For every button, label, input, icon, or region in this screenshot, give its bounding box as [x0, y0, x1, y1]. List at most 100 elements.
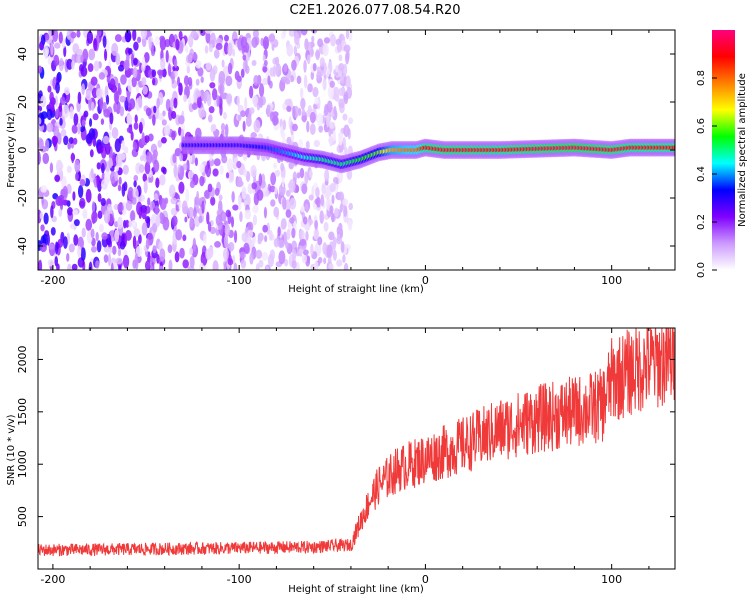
- heatmap-noise-cell: [162, 167, 167, 175]
- heatmap-noise-cell: [218, 194, 223, 201]
- heatmap-noise-cell: [131, 219, 137, 228]
- heatmap-noise-cell: [288, 160, 294, 170]
- heatmap-noise-cell: [204, 30, 212, 34]
- heatmap-noise-cell: [209, 68, 216, 82]
- heatmap-noise-cell: [263, 206, 268, 219]
- heatmap-noise-cell: [328, 231, 335, 241]
- heatmap-noise-cell: [66, 207, 73, 216]
- heatmap-noise-cell: [209, 32, 216, 47]
- heatmap-noise-cell: [82, 48, 89, 62]
- heatmap-noise-cell: [128, 98, 136, 110]
- heatmap-noise-cell: [99, 96, 104, 110]
- heatmap-noise-cell: [185, 45, 189, 53]
- heatmap-noise-cell: [267, 75, 271, 86]
- heatmap-noise-cell: [320, 194, 325, 207]
- heatmap-noise-cell: [151, 69, 157, 78]
- heatmap-noise-cell: [133, 57, 138, 66]
- heatmap-noise-cell: [316, 112, 324, 127]
- heatmap-noise-cell: [117, 184, 122, 192]
- heatmap-noise-cell: [307, 83, 313, 93]
- heatmap-noise-cell: [128, 48, 133, 55]
- heatmap-noise-cell: [110, 262, 114, 270]
- heatmap-noise-cell: [137, 95, 143, 108]
- heatmap-noise-cell: [131, 196, 137, 205]
- heatmap-noise-cell: [345, 30, 350, 40]
- heatmap-noise-cell: [160, 57, 166, 70]
- heatmap-noise-cell: [112, 245, 117, 255]
- heatmap-noise-cell: [67, 142, 72, 150]
- heatmap-noise-cell: [123, 181, 128, 192]
- heatmap-noise-cell: [224, 34, 229, 42]
- heatmap-noise-cell: [69, 106, 74, 119]
- heatmap-noise-cell: [342, 254, 346, 263]
- heatmap-noise-cell: [113, 90, 119, 104]
- heatmap-noise-cell: [38, 65, 43, 74]
- heatmap-noise-cell: [328, 263, 334, 270]
- heatmap-noise-cell: [255, 249, 263, 259]
- heatmap-noise-cell: [115, 164, 119, 172]
- heatmap-noise-cell: [90, 246, 97, 253]
- heatmap-noise-cell: [347, 219, 353, 231]
- heatmap-noise-cell: [289, 197, 297, 210]
- heatmap-noise-cell: [340, 241, 345, 253]
- heatmap-noise-cell: [332, 238, 337, 251]
- heatmap-noise-cell: [137, 36, 142, 43]
- heatmap-noise-cell: [153, 105, 157, 114]
- heatmap-noise-cell: [266, 104, 271, 118]
- heatmap-noise-cell: [195, 90, 202, 98]
- heatmap-noise-cell: [40, 185, 48, 193]
- heatmap-noise-cell: [338, 87, 346, 97]
- heatmap-noise-cell: [124, 30, 132, 43]
- heatmap-noise-cell: [298, 248, 303, 255]
- heatmap-noise-cell: [167, 63, 172, 77]
- heatmap-noise-cell: [121, 233, 125, 247]
- heatmap-noise-cell: [173, 97, 178, 109]
- heatmap-noise-cell: [46, 108, 53, 121]
- heatmap-noise-cell: [170, 97, 174, 111]
- heatmap-noise-cell: [134, 114, 138, 123]
- snr-x-tick-label: 100: [601, 573, 622, 586]
- heatmap-noise-cell: [80, 54, 84, 64]
- heatmap-noise-cell: [281, 176, 285, 188]
- heatmap-noise-cell: [251, 60, 257, 67]
- heatmap-noise-cell: [172, 153, 177, 164]
- heatmap-noise-cell: [273, 206, 280, 218]
- heatmap-noise-cell: [39, 211, 44, 220]
- heatmap-noise-cell: [212, 168, 219, 177]
- heatmap-noise-cell: [73, 234, 79, 246]
- heatmap-noise-cell: [198, 215, 203, 224]
- heatmap-noise-cell: [338, 62, 345, 72]
- heatmap-noise-cell: [127, 186, 134, 201]
- heatmap-noise-cell: [160, 137, 167, 144]
- heatmap-noise-cell: [329, 80, 335, 88]
- heatmap-noise-cell: [159, 248, 166, 262]
- snr-y-tick-label: 1500: [16, 398, 29, 426]
- heatmap-noise-cell: [209, 82, 216, 89]
- heatmap-noise-cell: [85, 218, 93, 231]
- heatmap-noise-cell: [55, 81, 60, 94]
- heatmap-noise-cell: [189, 180, 195, 189]
- heatmap-noise-cell: [291, 227, 296, 239]
- heatmap-noise-cell: [243, 168, 248, 177]
- heatmap-noise-cell: [227, 258, 234, 266]
- snr-x-tick-label: 0: [422, 573, 429, 586]
- heatmap-noise-cell: [139, 155, 145, 162]
- heatmap-noise-cell: [150, 214, 158, 227]
- heatmap-noise-cell: [178, 126, 182, 136]
- heatmap-noise-cell: [144, 260, 151, 270]
- heatmap-noise-cell: [151, 77, 156, 86]
- heatmap-noise-cell: [186, 159, 190, 174]
- snr-y-tick-label: 500: [16, 506, 29, 527]
- heatmap-noise-cell: [115, 257, 123, 265]
- heatmap-noise-cell: [270, 172, 277, 186]
- heatmap-noise-cell: [343, 124, 350, 138]
- heatmap-noise-cell: [244, 97, 248, 111]
- heatmap-noise-cell: [301, 254, 308, 264]
- heatmap-noise-cell: [329, 121, 336, 130]
- heatmap-noise-cell: [212, 260, 219, 270]
- heatmap-noise-cell: [285, 241, 289, 249]
- heatmap-noise-cell: [332, 130, 336, 142]
- heatmap-noise-cell: [38, 117, 42, 125]
- heatmap-noise-cell: [132, 141, 138, 151]
- heatmap-noise-cell: [225, 93, 233, 104]
